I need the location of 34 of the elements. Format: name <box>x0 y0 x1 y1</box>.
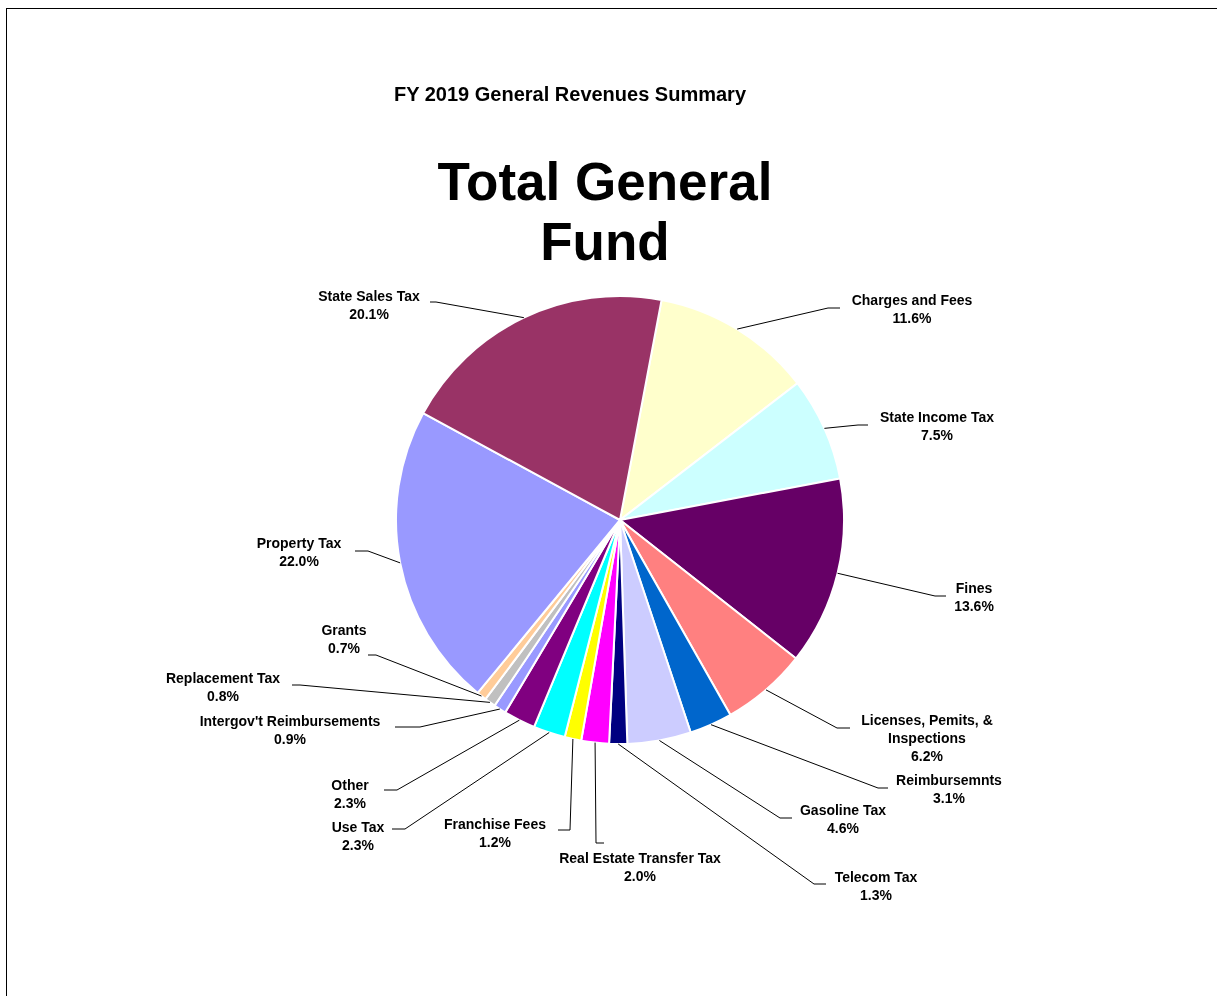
chart-title: FY 2019 General Revenues Summary <box>392 83 747 106</box>
data-label: 7.5% <box>921 426 954 443</box>
data-label: 20.1% <box>349 305 390 322</box>
slice-label: Other <box>331 776 370 793</box>
data-label: 2.3% <box>334 794 367 811</box>
slice-label: Charges and Fees <box>851 291 973 308</box>
slice-label: Intergov't Reimbursements <box>199 712 381 729</box>
chart-subtitle: Total General Fund <box>436 152 774 272</box>
slice-label: Gasoline Tax <box>799 801 887 818</box>
slice-label: Grants <box>321 621 367 638</box>
data-label: 1.3% <box>860 886 893 903</box>
slice-label: Replacement Tax <box>165 669 281 686</box>
data-label: 22.0% <box>279 552 320 569</box>
data-label: 0.7% <box>328 639 361 656</box>
data-label: 0.9% <box>274 730 307 747</box>
slice-label: Real Estate Transfer Tax <box>559 849 721 866</box>
slice-label: Franchise Fees <box>444 815 547 832</box>
data-label: 6.2% <box>911 747 944 764</box>
data-label: 4.6% <box>827 819 860 836</box>
slice-label: Property Tax <box>256 534 342 551</box>
slice-label: Reimbursemnts <box>896 771 1003 788</box>
slice-label: Licenses, Pemits, & Inspections <box>861 711 993 746</box>
data-label: 13.6% <box>954 597 995 614</box>
slice-label: Use Tax <box>331 818 385 835</box>
slice-label: State Sales Tax <box>318 287 421 304</box>
data-label: 2.3% <box>342 836 375 853</box>
data-label: 2.0% <box>624 867 657 884</box>
slice-label: State Income Tax <box>879 408 995 425</box>
data-label: 11.6% <box>892 309 933 326</box>
data-label: 1.2% <box>479 833 512 850</box>
slice-label: Fines <box>955 579 993 596</box>
data-label: 0.8% <box>207 687 240 704</box>
slice-label: Telecom Tax <box>834 868 918 885</box>
data-label: 3.1% <box>933 789 966 806</box>
